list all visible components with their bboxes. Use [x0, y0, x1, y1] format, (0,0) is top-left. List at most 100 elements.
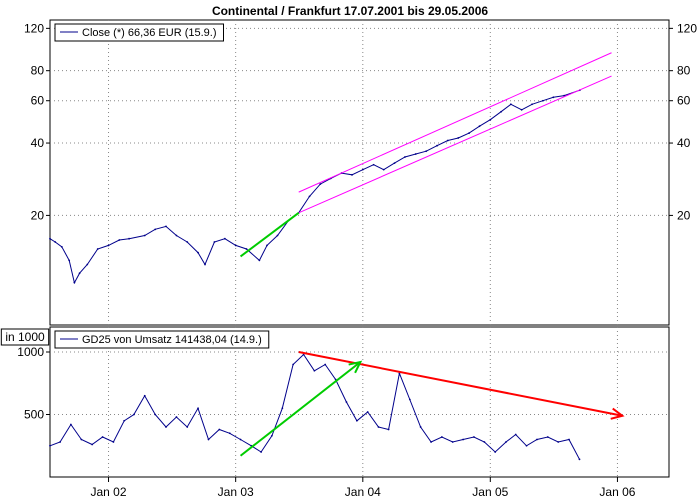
price-data-point — [446, 139, 449, 142]
price-ytick-label-left: 20 — [31, 208, 45, 222]
price-data-point — [60, 245, 63, 248]
volume-data-point — [546, 436, 549, 438]
price-data-point — [489, 118, 492, 121]
volume-data-point — [175, 416, 178, 418]
volume-data-point — [123, 419, 126, 422]
price-data-point — [468, 132, 470, 134]
volume-data-point — [505, 441, 507, 443]
price-data-point — [542, 99, 544, 102]
price-data-point — [96, 248, 99, 250]
x-tick-label: Jan 04 — [345, 485, 381, 499]
price-data-point — [351, 173, 353, 176]
price-ytick-label-right: 120 — [677, 21, 697, 35]
volume-data-point — [239, 438, 242, 441]
volume-data-point — [568, 438, 570, 441]
price-data-point — [414, 153, 417, 155]
price-frame — [49, 19, 670, 326]
price-data-point — [128, 237, 130, 240]
volume-legend-label: GD25 von Umsatz 141438,04 (14.9.) — [82, 334, 262, 346]
price-data-point — [234, 244, 237, 247]
price-data-point — [49, 237, 51, 240]
price-data-point — [223, 237, 226, 240]
price-data-point — [372, 163, 375, 166]
chart-title: Continental / Frankfurt 17.07.2001 bis 2… — [212, 4, 488, 18]
price-data-point — [197, 251, 199, 254]
price-ytick-label-right: 40 — [677, 136, 691, 150]
volume-unit-label: in 1000 — [5, 330, 45, 344]
volume-data-point — [419, 426, 422, 428]
volume-data-point — [366, 411, 369, 413]
price-data-point — [86, 263, 89, 266]
volume-data-point — [165, 426, 167, 428]
volume-trend-up-arrowhead — [348, 360, 363, 374]
price-data-point — [531, 103, 534, 106]
price-data-point — [213, 241, 216, 243]
volume-data-point — [345, 401, 348, 403]
price-data-point — [404, 156, 406, 158]
volume-data-point — [91, 443, 94, 446]
price-data-point — [54, 241, 57, 243]
price-data-point — [258, 259, 261, 262]
price-data-point — [68, 259, 71, 262]
volume-data-point — [292, 363, 295, 366]
volume-data-point — [270, 434, 273, 437]
price-data-point — [393, 162, 396, 165]
volume-data-point — [197, 407, 199, 410]
volume-data-point — [228, 432, 231, 435]
volume-data-point — [525, 444, 528, 447]
price-data-point — [204, 263, 206, 266]
price-data-point — [118, 239, 121, 241]
volume-data-point — [387, 428, 390, 431]
price-data-point — [552, 96, 555, 99]
price-ytick-label-left: 40 — [31, 136, 45, 150]
volume-frame — [49, 326, 670, 478]
x-axis: Jan 02 Jan 03 Jan 04 Jan 05 Jan 06 — [91, 477, 636, 499]
volume-data-point — [281, 407, 284, 410]
price-data-point — [143, 234, 146, 237]
price-data-point — [436, 144, 438, 147]
volume-data-point — [260, 451, 262, 453]
volume-data-point — [578, 458, 581, 461]
price-data-point — [266, 244, 268, 247]
volume-data-point — [514, 433, 517, 436]
volume-ytick-label-left: 500 — [24, 408, 44, 422]
volume-data-point — [355, 419, 358, 422]
volume-data-point — [218, 428, 221, 431]
volume-data-point — [324, 363, 327, 366]
price-data-point — [276, 234, 279, 237]
price-ytick-label-right: 20 — [677, 208, 691, 222]
volume-data-point — [49, 444, 51, 447]
volume-legend: GD25 von Umsatz 141438,04 (14.9.) — [54, 330, 270, 349]
volume-trend-down-line — [298, 351, 623, 417]
volume-data-point — [133, 413, 135, 416]
volume-unit-box — [0, 328, 50, 346]
price-data-point — [478, 125, 481, 128]
volume-data-point — [186, 426, 189, 428]
volume-data-point — [59, 441, 62, 443]
volume-data-point — [430, 441, 432, 443]
price-data-point — [107, 244, 110, 247]
price-legend-box — [54, 23, 224, 42]
volume-data-point — [313, 369, 316, 372]
volume-data-point — [70, 423, 72, 426]
price-channel-top-line — [298, 52, 612, 193]
price-data-point — [154, 228, 157, 231]
price-data-point — [382, 168, 385, 171]
price-ytick-label-left: 80 — [31, 64, 45, 78]
price-data-point — [425, 150, 428, 153]
volume-data-point — [462, 438, 465, 441]
x-tick-label: Jan 05 — [472, 485, 508, 499]
volume-data-point — [207, 438, 210, 441]
volume-data-point — [377, 426, 380, 428]
price-data-point — [308, 195, 311, 198]
volume-data-point — [143, 394, 146, 397]
price-data-point — [165, 225, 167, 228]
volume-data-point — [101, 436, 104, 438]
price-ytick-label-right: 60 — [677, 94, 691, 108]
volume-data-point — [557, 441, 560, 443]
price-data-point — [520, 108, 523, 111]
price-data-point — [457, 137, 460, 139]
price-ytick-label-right: 80 — [677, 64, 691, 78]
volume-trend-down-arrowhead — [610, 407, 625, 420]
price-data-point — [78, 272, 81, 275]
